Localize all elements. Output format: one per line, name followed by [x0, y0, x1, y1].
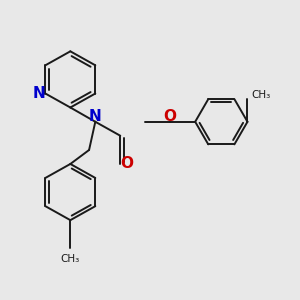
Text: CH₃: CH₃ [251, 90, 270, 100]
Text: O: O [164, 109, 177, 124]
Text: CH₃: CH₃ [61, 254, 80, 264]
Text: O: O [120, 157, 133, 172]
Text: N: N [89, 109, 102, 124]
Text: N: N [32, 86, 45, 101]
